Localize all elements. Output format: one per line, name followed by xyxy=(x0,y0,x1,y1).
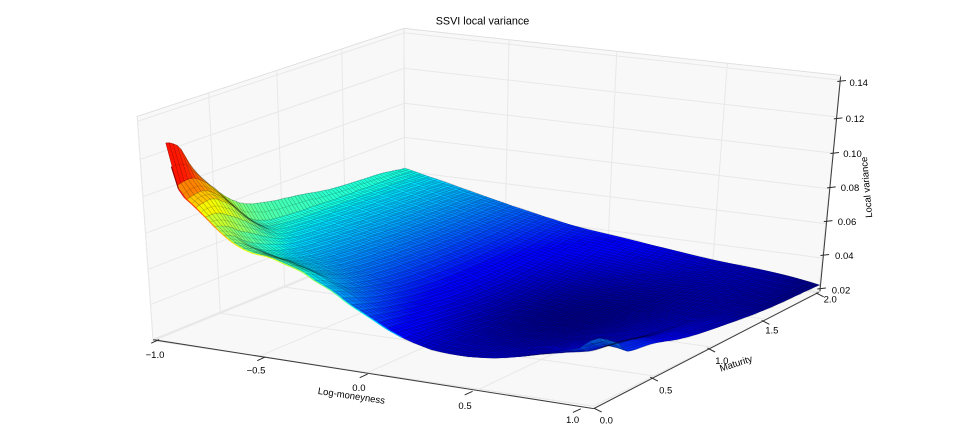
svg-text:0.5: 0.5 xyxy=(458,401,471,412)
svg-text:0.5: 0.5 xyxy=(659,386,672,397)
svg-text:Local variance: Local variance xyxy=(859,156,875,218)
svg-text:0.14: 0.14 xyxy=(849,78,868,89)
svg-text:2.0: 2.0 xyxy=(824,295,837,306)
svg-text:0.06: 0.06 xyxy=(838,217,857,228)
svg-text:0.10: 0.10 xyxy=(843,149,862,160)
svg-text:0.0: 0.0 xyxy=(352,383,365,394)
svg-text:1.0: 1.0 xyxy=(566,415,579,426)
svg-text:−1.0: −1.0 xyxy=(146,350,165,361)
svg-text:SSVI local variance: SSVI local variance xyxy=(436,15,530,27)
svg-text:0.0: 0.0 xyxy=(600,416,613,427)
svg-text:0.04: 0.04 xyxy=(835,251,854,262)
svg-text:0.12: 0.12 xyxy=(846,114,865,125)
svg-text:−0.5: −0.5 xyxy=(247,366,266,377)
svg-text:1.0: 1.0 xyxy=(715,356,728,367)
svg-text:1.5: 1.5 xyxy=(765,326,778,337)
svg-text:0.02: 0.02 xyxy=(832,285,851,296)
svg-text:0.08: 0.08 xyxy=(841,183,860,194)
